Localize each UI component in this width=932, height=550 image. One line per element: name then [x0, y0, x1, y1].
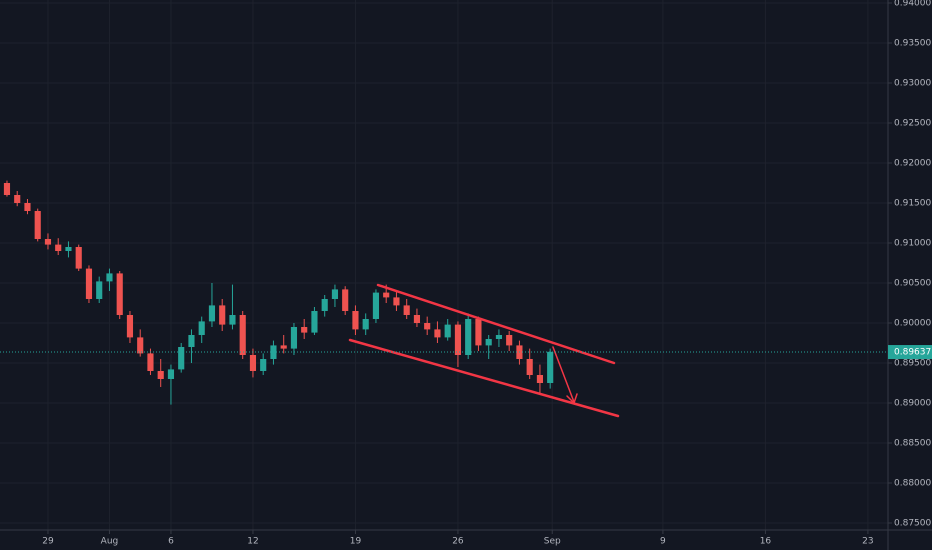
- y-tick-label: 0.88000: [894, 479, 931, 489]
- candle-body: [352, 311, 359, 330]
- y-tick-label: 0.90000: [894, 319, 931, 329]
- candle-body: [495, 335, 503, 339]
- candle-body: [219, 305, 226, 325]
- candle-body: [96, 281, 103, 299]
- candle-body: [65, 247, 72, 251]
- x-tick-label: Sep: [544, 537, 561, 547]
- candle-body: [403, 305, 410, 315]
- candle-body: [342, 289, 349, 311]
- x-tick-label: 12: [247, 537, 258, 547]
- x-tick-label: 19: [350, 537, 362, 547]
- y-tick-label: 0.89500: [894, 359, 931, 369]
- candle-body: [331, 289, 339, 299]
- arrow-shaft: [552, 346, 575, 403]
- candle-body: [362, 319, 369, 330]
- candle-body: [547, 351, 554, 383]
- candle-body: [290, 327, 298, 349]
- x-tick-label: 29: [42, 537, 54, 547]
- candle-body: [116, 273, 123, 315]
- drawings: [348, 283, 620, 418]
- arrow-head: [566, 393, 578, 405]
- candle-body: [157, 371, 164, 379]
- candle-body: [424, 323, 431, 330]
- candle-body: [434, 329, 441, 338]
- y-tick-label: 0.91500: [894, 199, 931, 209]
- candle-body: [301, 327, 308, 333]
- y-tick-label: 0.94000: [894, 0, 931, 9]
- candle-body: [260, 359, 267, 371]
- candle-body: [178, 347, 185, 370]
- candle-body: [475, 319, 482, 346]
- candle-body: [280, 345, 287, 349]
- candle-body: [526, 359, 533, 375]
- candle-body: [383, 292, 390, 298]
- candle-body: [3, 183, 11, 195]
- last-price-label: 0.89637: [894, 348, 931, 358]
- x-tick-label: 6: [168, 537, 174, 547]
- candle-body: [34, 211, 41, 239]
- candle-body: [167, 369, 175, 379]
- candle-body: [536, 375, 544, 383]
- candle-body: [75, 247, 82, 269]
- x-tick-label: Aug: [101, 537, 119, 547]
- last-price-box: [888, 345, 932, 360]
- candle-body: [372, 292, 380, 319]
- y-tick-label: 0.92000: [894, 159, 931, 169]
- candle-body: [485, 339, 492, 346]
- y-tick-label: 0.90500: [894, 279, 931, 289]
- y-tick-label: 0.92500: [894, 119, 931, 129]
- candle-body: [188, 335, 195, 347]
- candle-body: [393, 297, 400, 306]
- candle-body: [444, 324, 451, 338]
- y-tick-label: 0.93500: [894, 39, 931, 49]
- candle-body: [413, 315, 421, 323]
- y-tick-label: 0.89000: [894, 399, 931, 409]
- candle-body: [14, 195, 21, 203]
- candle-body: [85, 268, 93, 299]
- y-tick-label: 0.87500: [894, 519, 931, 529]
- candle-body: [55, 244, 62, 251]
- candle-body: [106, 273, 113, 282]
- y-tick-label: 0.91000: [894, 239, 931, 249]
- candle-body: [229, 315, 236, 325]
- x-tick-label: 26: [452, 537, 464, 547]
- candle-body: [208, 305, 216, 322]
- x-tick-label: 23: [862, 537, 873, 547]
- candle-body: [454, 324, 462, 355]
- candle-body: [24, 203, 31, 211]
- candle-body: [44, 239, 52, 245]
- candle-body: [506, 335, 513, 346]
- candle-body: [137, 337, 144, 354]
- candle-body: [321, 299, 328, 311]
- candle-body: [198, 321, 205, 335]
- candle-body: [239, 315, 246, 355]
- x-tick-label: 9: [660, 537, 666, 547]
- x-tick-label: 16: [760, 537, 772, 547]
- candle-body: [249, 355, 257, 371]
- grid: [0, 0, 888, 530]
- candle-body: [311, 311, 318, 333]
- y-tick-label: 0.88500: [894, 439, 931, 449]
- candle-body: [126, 315, 134, 338]
- channel-upper: [376, 283, 616, 365]
- y-tick-label: 0.93000: [894, 79, 931, 89]
- candle-body: [147, 353, 154, 371]
- candle-body: [465, 319, 472, 355]
